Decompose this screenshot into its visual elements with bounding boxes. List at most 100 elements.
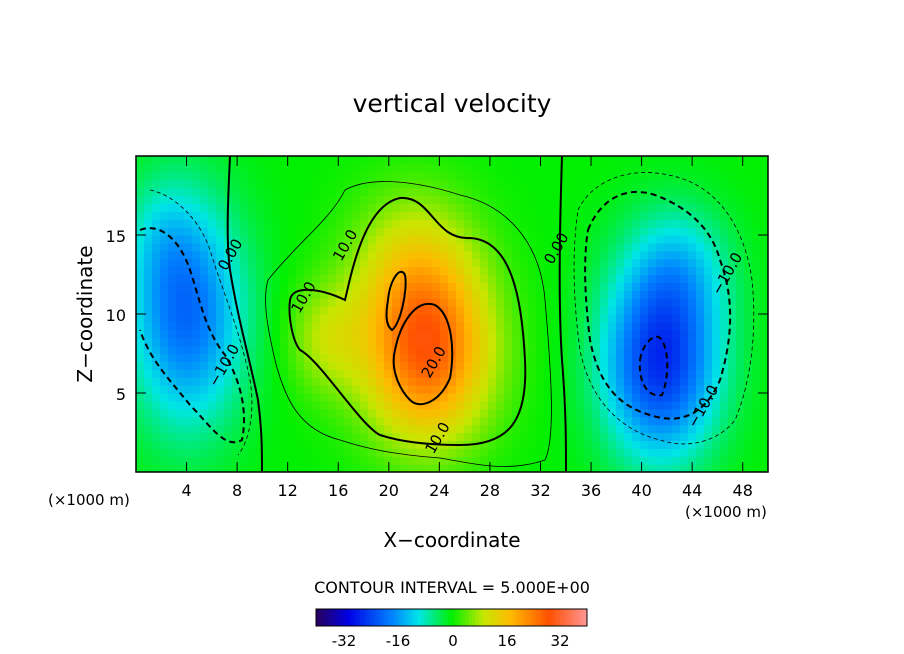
heatmap-cell bbox=[512, 408, 521, 418]
heatmap-cell bbox=[344, 171, 353, 181]
heatmap-cell bbox=[176, 353, 185, 362]
heatmap-cell bbox=[368, 156, 377, 165]
heatmap-cell bbox=[208, 329, 217, 339]
heatmap-cell bbox=[608, 321, 617, 331]
heatmap-cell bbox=[672, 408, 681, 418]
heatmap-cell bbox=[680, 258, 689, 268]
heatmap-cell bbox=[192, 298, 201, 307]
heatmap-cell bbox=[424, 337, 433, 347]
heatmap-cell bbox=[136, 424, 145, 434]
y-axis-label: Z−coordinate bbox=[73, 245, 97, 382]
heatmap-cell bbox=[208, 195, 217, 204]
heatmap-cell bbox=[224, 156, 233, 165]
heatmap-cell bbox=[264, 329, 273, 339]
heatmap-cell bbox=[728, 306, 737, 315]
heatmap-cell bbox=[560, 258, 569, 268]
heatmap-cell bbox=[216, 266, 225, 276]
heatmap-cell bbox=[760, 242, 768, 252]
heatmap-cell bbox=[312, 274, 321, 283]
heatmap-cell bbox=[200, 156, 209, 165]
heatmap-cell bbox=[264, 337, 273, 347]
heatmap-cell bbox=[648, 227, 657, 236]
heatmap-cell bbox=[504, 393, 513, 402]
heatmap-cell bbox=[432, 306, 441, 315]
heatmap-cell bbox=[584, 211, 593, 220]
heatmap-cell bbox=[416, 385, 425, 394]
heatmap-cell bbox=[744, 227, 753, 236]
heatmap-cell bbox=[296, 432, 305, 441]
heatmap-cell bbox=[448, 171, 457, 181]
heatmap-cell bbox=[192, 179, 201, 189]
heatmap-cell bbox=[576, 298, 585, 307]
heatmap-cell bbox=[728, 408, 737, 418]
heatmap-cell bbox=[224, 432, 233, 441]
heatmap-cell bbox=[584, 187, 593, 197]
heatmap-cell bbox=[456, 456, 465, 465]
heatmap-cell bbox=[184, 203, 193, 212]
heatmap-cell bbox=[480, 156, 489, 165]
heatmap-cell bbox=[344, 290, 353, 299]
heatmap-cell bbox=[360, 314, 369, 323]
heatmap-cell bbox=[360, 329, 369, 339]
heatmap-cell bbox=[704, 203, 713, 212]
heatmap-cell bbox=[504, 171, 513, 181]
heatmap-cell bbox=[352, 171, 361, 181]
heatmap-cell bbox=[720, 393, 729, 402]
heatmap-cell bbox=[560, 361, 569, 370]
heatmap-cell bbox=[504, 464, 513, 472]
y-tick-label: 10 bbox=[106, 306, 126, 325]
heatmap-cell bbox=[304, 242, 313, 252]
colorbar-segment bbox=[349, 609, 354, 626]
heatmap-cell bbox=[760, 369, 768, 378]
heatmap-cell bbox=[744, 440, 753, 449]
heatmap-cell bbox=[416, 203, 425, 212]
heatmap-cell bbox=[136, 416, 145, 426]
heatmap-cell bbox=[552, 290, 561, 299]
heatmap-cell bbox=[256, 203, 265, 212]
colorbar-segment bbox=[393, 609, 398, 626]
heatmap-cell bbox=[384, 353, 393, 362]
heatmap-cell bbox=[536, 227, 545, 236]
heatmap-cell bbox=[744, 203, 753, 212]
heatmap-cell bbox=[296, 203, 305, 212]
heatmap-cell bbox=[248, 314, 257, 323]
heatmap-cell bbox=[624, 314, 633, 323]
heatmap-cell bbox=[640, 306, 649, 315]
heatmap-cell bbox=[752, 227, 761, 236]
heatmap-cell bbox=[504, 385, 513, 394]
heatmap-cell bbox=[192, 329, 201, 339]
colorbar-segment bbox=[421, 609, 425, 626]
heatmap-cell bbox=[200, 282, 209, 291]
heatmap-cell bbox=[224, 464, 233, 472]
heatmap-cell bbox=[624, 195, 633, 204]
heatmap-cell bbox=[416, 290, 425, 299]
heatmap-cell bbox=[528, 211, 537, 220]
heatmap-cell bbox=[440, 432, 449, 441]
heatmap-cell bbox=[424, 353, 433, 362]
heatmap-cell bbox=[504, 369, 513, 378]
heatmap-cell bbox=[272, 400, 281, 410]
heatmap-cell bbox=[384, 266, 393, 276]
heatmap-cell bbox=[224, 298, 233, 307]
heatmap-cell bbox=[344, 203, 353, 212]
heatmap-cell bbox=[264, 393, 273, 402]
heatmap-cell bbox=[480, 416, 489, 426]
heatmap-cell bbox=[672, 432, 681, 441]
heatmap-cell bbox=[136, 156, 145, 165]
heatmap-cell bbox=[480, 211, 489, 220]
heatmap-cell bbox=[712, 156, 721, 165]
heatmap-cell bbox=[144, 242, 153, 252]
heatmap-cell bbox=[480, 171, 489, 181]
colorbar-segment bbox=[400, 609, 405, 626]
heatmap-cell bbox=[552, 179, 561, 189]
heatmap-cell bbox=[360, 227, 369, 236]
heatmap-cell bbox=[392, 235, 401, 244]
heatmap-cell bbox=[552, 329, 561, 339]
heatmap-cell bbox=[464, 369, 473, 378]
heatmap-cell bbox=[720, 432, 729, 441]
heatmap-cell bbox=[472, 211, 481, 220]
heatmap-cell bbox=[208, 353, 217, 362]
heatmap-cell bbox=[176, 250, 185, 260]
colorbar-segment bbox=[448, 609, 452, 626]
heatmap-cell bbox=[392, 385, 401, 394]
